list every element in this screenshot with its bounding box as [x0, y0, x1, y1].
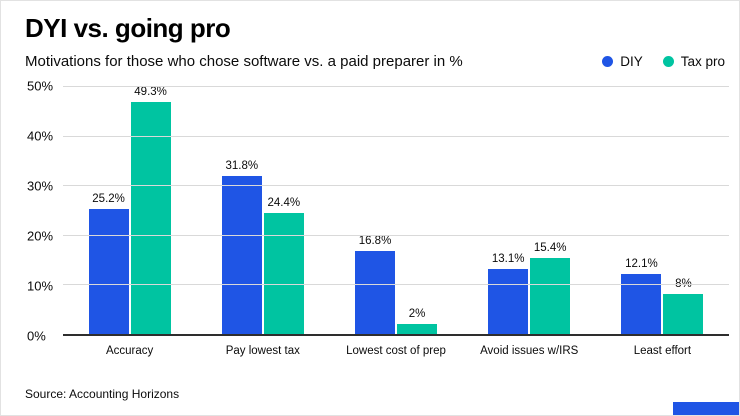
bar-wrapper: 15.4% [530, 86, 571, 334]
x-axis-labels: Accuracy Pay lowest tax Lowest cost of pre… [63, 345, 729, 357]
bar-wrapper: 31.8% [221, 86, 262, 334]
bar [221, 176, 262, 334]
bar [355, 250, 395, 334]
bar-group: 12.1% 8% [596, 86, 729, 334]
bar [663, 294, 704, 334]
value-label: 25.2% [92, 193, 125, 206]
gridline [63, 284, 729, 286]
legend-label: DIY [620, 54, 643, 69]
bar-wrapper: 13.1% [488, 86, 529, 334]
value-label: 16.8% [358, 234, 392, 247]
legend-dot-icon [662, 56, 674, 67]
y-tick-label: 40% [27, 128, 54, 144]
bar-group: 25.2% 49.3% [63, 86, 196, 334]
value-label: 15.4% [533, 241, 567, 254]
bar [88, 209, 129, 334]
category-label: Least effort [633, 345, 692, 357]
bar-wrapper: 16.8% [355, 86, 395, 334]
bar [488, 269, 529, 334]
bar [621, 273, 662, 334]
legend-item: Tax pro [662, 54, 725, 69]
gridline [63, 86, 729, 87]
value-label: 31.8% [225, 160, 259, 173]
bar-wrapper: 24.4% [263, 86, 304, 334]
bar-group: 13.1% 15.4% [463, 86, 596, 334]
category-label: Lowest cost of prep [346, 345, 446, 357]
y-tick-label: 20% [27, 228, 54, 244]
category-label: Accuracy [105, 345, 154, 357]
value-label: 2% [408, 308, 426, 321]
value-label: 13.1% [491, 253, 525, 266]
category-label: Avoid issues w/IRS [480, 345, 579, 357]
bar-chart: 50% 40% 30% 20% 10% 0% 25.2% 49.3% 31.8% 24.4% 16… [19, 79, 729, 357]
y-axis: 50% 40% 30% 20% 10% 0% [19, 79, 63, 344]
y-tick-label: 10% [27, 278, 54, 294]
source-note: Source: Accounting Horizons [25, 387, 180, 401]
legend-dot-icon [602, 56, 614, 67]
gridline [63, 185, 729, 187]
bar [397, 324, 437, 334]
legend: DIY Tax pro [602, 54, 725, 69]
category-label: Pay lowest tax [225, 345, 300, 357]
bar-wrapper: 49.3% [130, 86, 171, 334]
chart-subtitle: Motivations for those who chose software… [25, 53, 463, 70]
bar-wrapper: 12.1% [621, 86, 662, 334]
subtitle-row: Motivations for those who chose software… [25, 53, 725, 70]
bar [130, 102, 171, 334]
legend-item: DIY [602, 54, 643, 69]
y-tick-label: 30% [27, 178, 54, 194]
y-tick-label: 0% [27, 328, 46, 344]
accent-bar [673, 402, 739, 415]
bar [530, 257, 571, 334]
plot-column: 25.2% 49.3% 31.8% 24.4% 16.8% 2% 13.1% 15.4% 12.… [63, 86, 729, 357]
legend-label: Tax pro [680, 54, 725, 69]
plot-area: 25.2% 49.3% 31.8% 24.4% 16.8% 2% 13.1% 15.4% 12.… [63, 86, 729, 336]
bar-group: 31.8% 24.4% [196, 86, 329, 334]
page-title: DYI vs. going pro [25, 13, 231, 43]
bar-wrapper: 25.2% [88, 86, 129, 334]
value-label: 12.1% [625, 257, 658, 270]
bar-group: 16.8% 2% [329, 86, 462, 334]
value-label: 49.3% [134, 86, 167, 98]
y-tick-label: 50% [27, 78, 54, 94]
bar [263, 212, 304, 334]
bar-groups: 25.2% 49.3% 31.8% 24.4% 16.8% 2% 13.1% 15.4% 12.… [63, 86, 729, 334]
gridline [63, 135, 729, 137]
bar-wrapper: 8% [663, 86, 704, 334]
value-label: 24.4% [267, 196, 301, 209]
bar-wrapper: 2% [397, 86, 437, 334]
value-label: 8% [675, 278, 692, 291]
gridline [63, 234, 729, 236]
